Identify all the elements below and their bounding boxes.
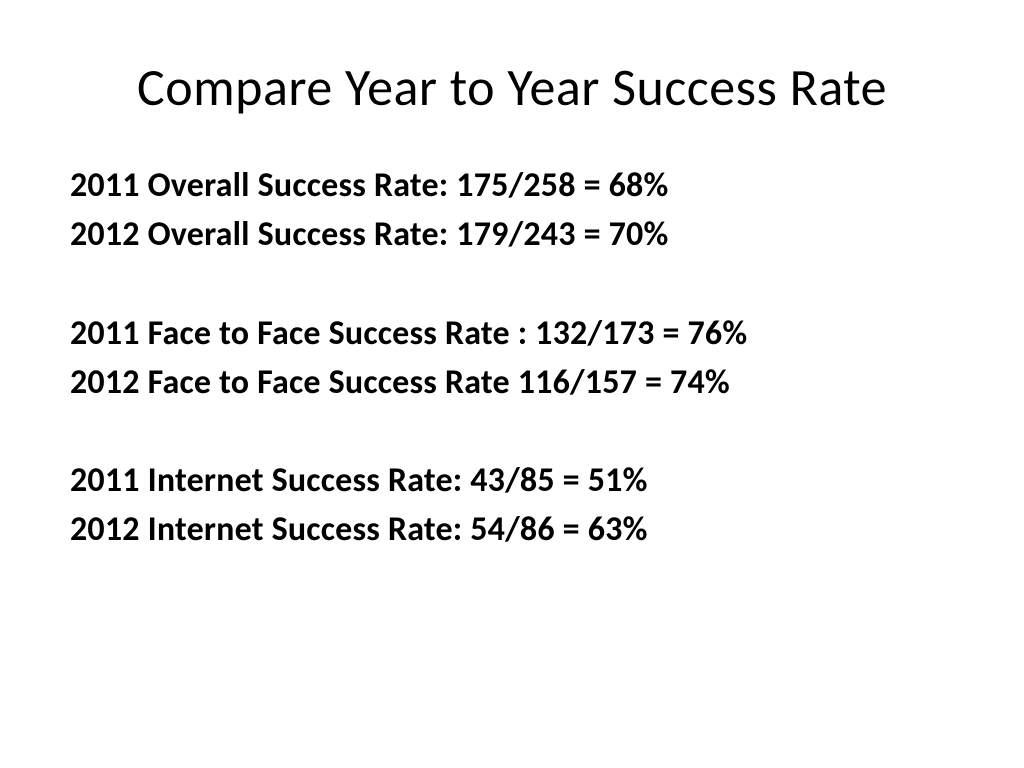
stat-line: 2012 Internet Success Rate: 54/86 = 63% [70, 505, 964, 554]
group-spacer [70, 260, 964, 309]
slide-content: 2011 Overall Success Rate: 175/258 = 68%… [60, 161, 964, 555]
stat-line: 2011 Internet Success Rate: 43/85 = 51% [70, 456, 964, 505]
stat-line: 2012 Face to Face Success Rate 116/157 =… [70, 358, 964, 407]
stat-line: 2011 Overall Success Rate: 175/258 = 68% [70, 161, 964, 210]
slide-title: Compare Year to Year Success Rate [60, 55, 964, 119]
group-spacer [70, 407, 964, 456]
stat-line: 2011 Face to Face Success Rate : 132/173… [70, 309, 964, 358]
stat-line: 2012 Overall Success Rate: 179/243 = 70% [70, 210, 964, 259]
